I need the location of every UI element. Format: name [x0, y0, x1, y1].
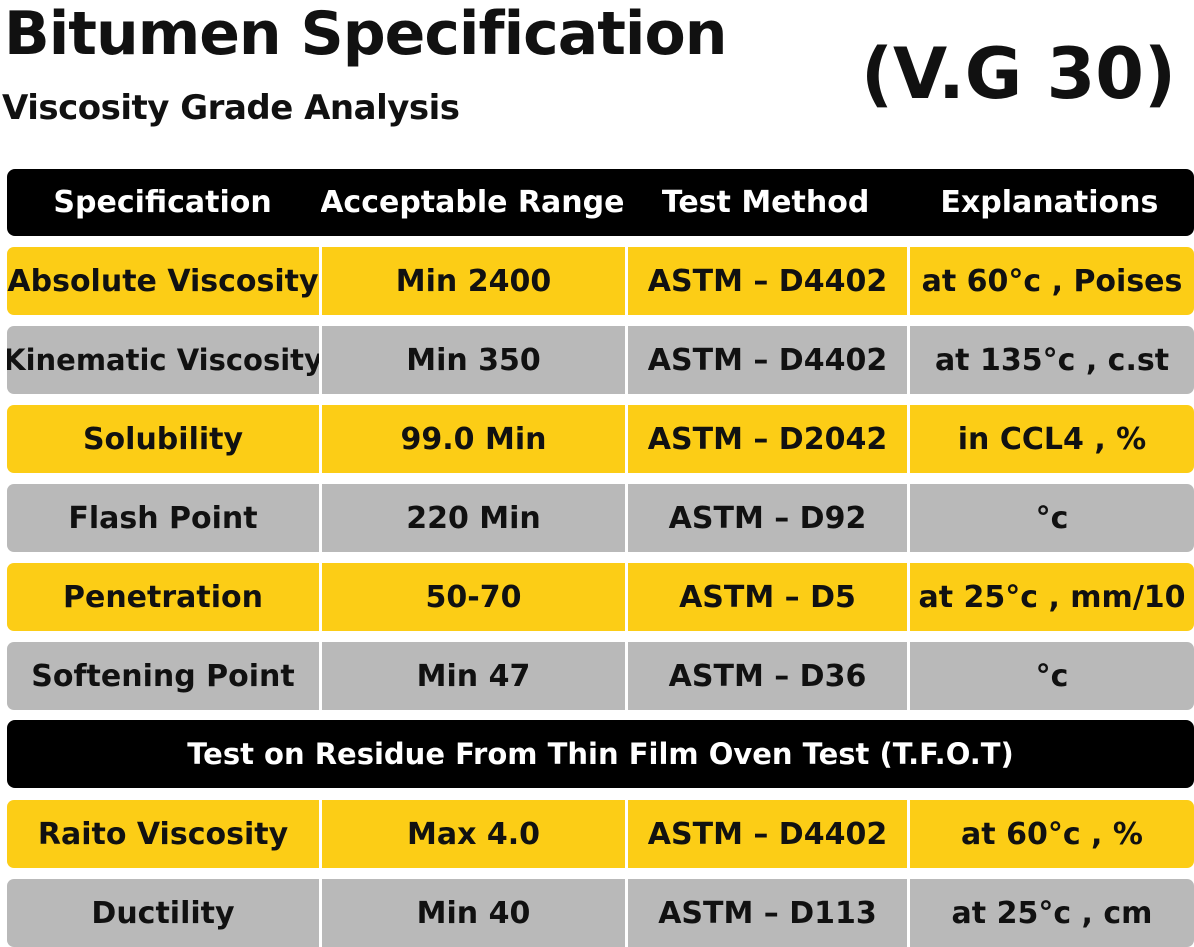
cell-specification: Kinematic Viscosity [7, 326, 319, 394]
cell-acceptable-range: Max 4.0 [322, 800, 625, 868]
cell-specification: Raito Viscosity [7, 800, 319, 868]
cell-test-method: ASTM – D4402 [628, 326, 907, 394]
cell-explanation: at 60°c , Poises [910, 247, 1194, 315]
column-header-specification: Specification [53, 185, 272, 220]
cell-explanation: °c [910, 642, 1194, 710]
cell-test-method: ASTM – D4402 [628, 247, 907, 315]
cell-test-method: ASTM – D113 [628, 879, 907, 947]
cell-explanation: at 25°c , mm/10 [910, 563, 1194, 631]
table-row: Penetration 50-70 ASTM – D5 at 25°c , mm… [7, 563, 1194, 631]
cell-acceptable-range: Min 350 [322, 326, 625, 394]
cell-acceptable-range: 50-70 [322, 563, 625, 631]
table-row: Flash Point 220 Min ASTM – D92 °c [7, 484, 1194, 552]
cell-test-method: ASTM – D2042 [628, 405, 907, 473]
table-row: Kinematic Viscosity Min 350 ASTM – D4402… [7, 326, 1194, 394]
cell-test-method: ASTM – D5 [628, 563, 907, 631]
cell-test-method: ASTM – D92 [628, 484, 907, 552]
cell-acceptable-range: Min 40 [322, 879, 625, 947]
table-row: Ductility Min 40 ASTM – D113 at 25°c , c… [7, 879, 1194, 947]
cell-test-method: ASTM – D36 [628, 642, 907, 710]
table-row: Absolute Viscosity Min 2400 ASTM – D4402… [7, 247, 1194, 315]
cell-acceptable-range: 220 Min [322, 484, 625, 552]
cell-explanation: °c [910, 484, 1194, 552]
grade-label: (V.G 30) [861, 33, 1176, 115]
residue-section-header: Test on Residue From Thin Film Oven Test… [7, 720, 1194, 788]
cell-acceptable-range: 99.0 Min [322, 405, 625, 473]
table-row: Raito Viscosity Max 4.0 ASTM – D4402 at … [7, 800, 1194, 868]
cell-specification: Ductility [7, 879, 319, 947]
column-header-acceptable-range: Acceptable Range [321, 185, 624, 220]
page-subtitle: Viscosity Grade Analysis [2, 88, 460, 128]
column-header-explanations: Explanations [940, 185, 1159, 220]
cell-acceptable-range: Min 47 [322, 642, 625, 710]
cell-specification: Penetration [7, 563, 319, 631]
cell-explanation: at 25°c , cm [910, 879, 1194, 947]
cell-specification: Softening Point [7, 642, 319, 710]
page-title: Bitumen Specification [4, 0, 727, 69]
cell-explanation: at 135°c , c.st [910, 326, 1194, 394]
cell-acceptable-range: Min 2400 [322, 247, 625, 315]
cell-specification: Absolute Viscosity [7, 247, 319, 315]
cell-test-method: ASTM – D4402 [628, 800, 907, 868]
table-row: Softening Point Min 47 ASTM – D36 °c [7, 642, 1194, 710]
cell-explanation: at 60°c , % [910, 800, 1194, 868]
table-row: Solubility 99.0 Min ASTM – D2042 in CCL4… [7, 405, 1194, 473]
cell-explanation: in CCL4 , % [910, 405, 1194, 473]
table-header: Specification Acceptable Range Test Meth… [7, 169, 1194, 236]
cell-specification: Flash Point [7, 484, 319, 552]
column-header-test-method: Test Method [661, 185, 870, 220]
cell-specification: Solubility [7, 405, 319, 473]
